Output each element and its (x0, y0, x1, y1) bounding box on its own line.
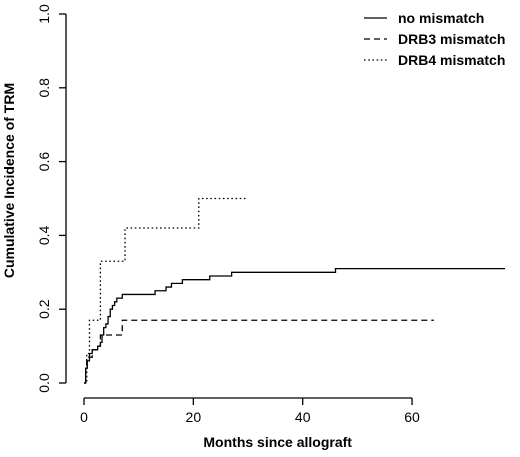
x-tick-label: 0 (80, 409, 88, 425)
y-tick-label: 0.6 (36, 152, 52, 172)
y-tick-label: 0.2 (36, 299, 52, 319)
legend: no mismatch DRB3 mismatch DRB4 mismatch (364, 10, 505, 68)
legend-label: DRB4 mismatch (398, 52, 505, 68)
x-tick-label: 40 (295, 409, 311, 425)
y-tick-label: 0.0 (36, 373, 52, 393)
series-line-drb3-mismatch (84, 319, 434, 384)
y-tick-label: 1.0 (36, 4, 52, 24)
y-axis-title: Cumulative Incidence of TRM (1, 83, 17, 278)
legend-label: no mismatch (398, 10, 484, 26)
x-tick-label: 20 (186, 409, 202, 425)
y-tick-label: 0.8 (36, 78, 52, 98)
legend-label: DRB3 mismatch (398, 31, 505, 47)
y-tick-label: 0.4 (36, 225, 52, 245)
x-axis-title: Months since allograft (203, 434, 352, 450)
series-line-no-mismatch (84, 267, 505, 384)
series-group (84, 197, 505, 384)
axes: 0.0 0.2 0.4 0.6 0.8 1.0 0 20 40 60 (36, 4, 420, 425)
x-tick-label: 60 (404, 409, 420, 425)
